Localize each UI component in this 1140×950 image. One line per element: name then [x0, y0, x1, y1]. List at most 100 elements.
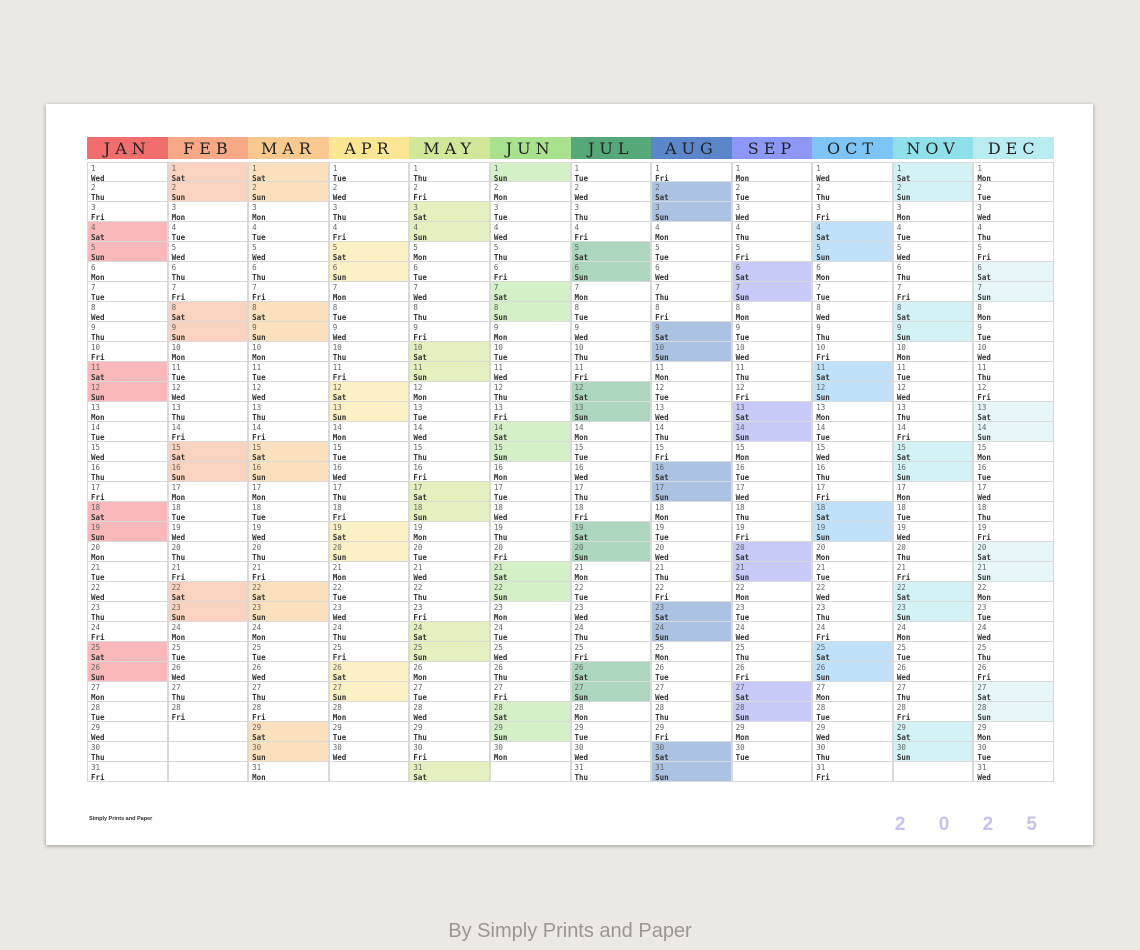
day-number: 11	[574, 363, 584, 372]
day-cell: 3 Mon	[892, 202, 974, 222]
day-number: 23	[91, 603, 101, 612]
day-number: 9	[252, 323, 257, 332]
day-number: 9	[816, 323, 821, 332]
day-number: 27	[91, 683, 101, 692]
day-number: 14	[977, 423, 987, 432]
weekday-label: Mon	[91, 413, 105, 422]
day-cell: 18 Fri	[570, 502, 652, 522]
day-number: 3	[574, 203, 580, 212]
day-cell: 9 Fri	[409, 322, 490, 342]
weekday-label: Fri	[896, 293, 911, 302]
day-cell: 26 Sat	[328, 662, 410, 682]
day-number: 4	[493, 223, 499, 232]
day-number: 10	[91, 343, 101, 352]
day-cell: 5 Mon	[409, 242, 490, 262]
weekday-label: Thu	[574, 773, 589, 782]
day-cell: 31 Mon	[248, 762, 329, 782]
day-cell: 24 Mon	[248, 622, 329, 642]
weekday-label: Wed	[816, 174, 830, 183]
day-number: 11	[413, 363, 423, 372]
day-number: 23	[252, 603, 262, 612]
day-number: 2	[493, 183, 499, 192]
day-cell: 2 Sat	[651, 182, 732, 202]
day-number: 21	[735, 563, 745, 572]
day-number: 2	[896, 183, 902, 192]
day-cell: 24 Sat	[409, 622, 490, 642]
day-cell: 11 Sat	[87, 362, 168, 382]
day-cell: 12 Wed	[248, 382, 329, 402]
day-cell: 6 Mon	[812, 262, 893, 282]
day-cell: 26 Sun	[87, 662, 168, 682]
day-cell: 4 Sat	[87, 222, 168, 242]
weekday-label: Sat	[332, 533, 347, 542]
weekday-label: Tue	[896, 513, 911, 522]
day-number: 15	[91, 443, 101, 452]
day-number: 27	[655, 683, 665, 692]
day-number: 19	[735, 523, 745, 532]
day-cell: 7 Tue	[812, 282, 893, 302]
day-cell: 25 Fri	[328, 642, 410, 662]
day-cell: 15 Sat	[892, 442, 974, 462]
day-cell: 9 Sun	[248, 322, 329, 342]
day-number: 25	[252, 643, 262, 652]
day-cell: 3 Tue	[489, 202, 571, 222]
day-cell: 25 Tue	[248, 642, 329, 662]
weekday-label: Sun	[252, 753, 266, 762]
day-number: 21	[413, 563, 423, 572]
weekday-label: Fri	[413, 473, 427, 482]
day-cell: 22 Tue	[328, 582, 410, 602]
day-cell: 13 Thu	[167, 402, 249, 422]
day-number: 21	[493, 563, 503, 572]
weekday-label: Mon	[171, 493, 186, 502]
day-number: 31	[977, 763, 987, 772]
day-number: 17	[252, 483, 262, 492]
weekday-label: Sun	[896, 473, 911, 482]
day-number: 16	[493, 463, 503, 472]
day-cell: 22 Wed	[812, 582, 893, 602]
day-number: 19	[252, 523, 262, 532]
day-number: 22	[574, 583, 584, 592]
weekday-label: Fri	[816, 633, 830, 642]
day-cell: 26 Thu	[489, 662, 571, 682]
day-cell: 7 Thu	[651, 282, 732, 302]
day-number: 17	[493, 483, 503, 492]
day-number: 3	[655, 203, 660, 212]
day-number: 13	[655, 403, 665, 412]
day-cell: 19 Fri	[731, 522, 813, 542]
day-cell: 27 Thu	[248, 682, 329, 702]
day-number: 1	[493, 164, 499, 173]
day-number: 5	[896, 243, 902, 252]
weekday-label: Mon	[977, 453, 991, 462]
day-cell: 11 Tue	[892, 362, 974, 382]
day-cell: 11 Wed	[489, 362, 571, 382]
day-cell: 24 Wed	[731, 622, 813, 642]
weekday-label: Tue	[816, 713, 830, 722]
day-cell: 3 Mon	[248, 202, 329, 222]
day-number: 23	[574, 603, 584, 612]
day-cell: 16 Wed	[328, 462, 410, 482]
day-cell: 10 Tue	[489, 342, 571, 362]
day-number: 29	[493, 723, 503, 732]
weekday-label: Fri	[413, 613, 427, 622]
day-number: 6	[252, 263, 257, 272]
day-number: 10	[655, 343, 665, 352]
day-number: 20	[735, 543, 745, 552]
weekday-label: Sat	[574, 253, 589, 262]
weekday-label: Fri	[574, 373, 589, 382]
weekday-label: Wed	[655, 273, 669, 282]
day-number: 17	[171, 483, 181, 492]
day-cell: 27 Wed	[651, 682, 732, 702]
day-number: 9	[493, 323, 499, 332]
day-number: 4	[171, 223, 177, 232]
day-cell: 31 Wed	[973, 762, 1054, 782]
day-cell: 8 Wed	[812, 302, 893, 322]
weekday-label: Mon	[252, 493, 266, 502]
day-number: 12	[171, 383, 181, 392]
weekday-label: Fri	[171, 573, 186, 582]
weekday-label: Wed	[252, 253, 266, 262]
day-number: 24	[816, 623, 826, 632]
day-number: 24	[171, 623, 181, 632]
day-number: 26	[896, 663, 906, 672]
month-header-dec: DEC	[973, 137, 1054, 159]
weekday-label: Tue	[977, 473, 991, 482]
